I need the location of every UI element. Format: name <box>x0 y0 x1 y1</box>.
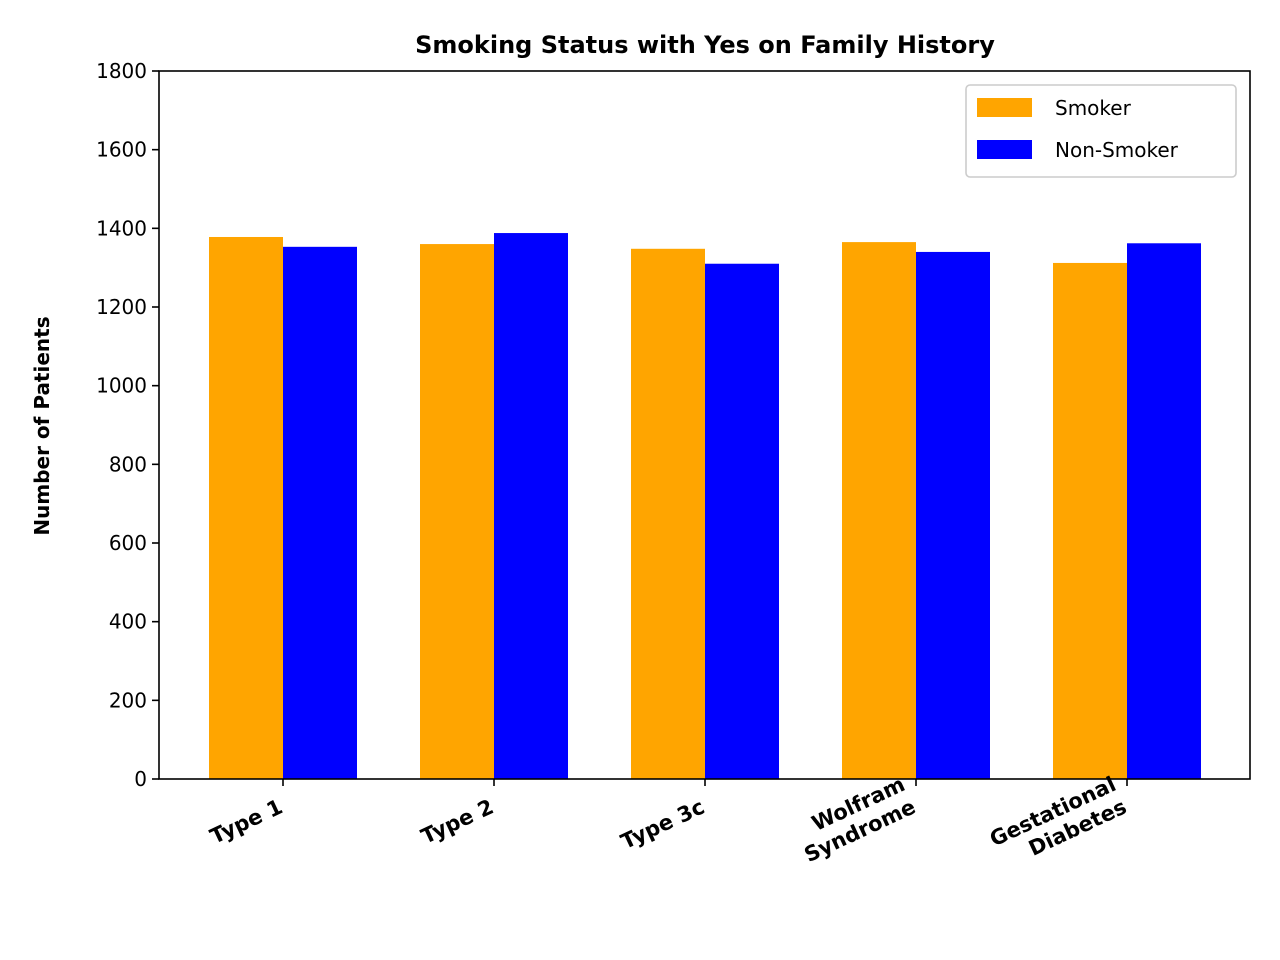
y-tick-label: 1800 <box>96 59 147 83</box>
plot-frame <box>158 70 1251 780</box>
bar-non-smoker-0 <box>283 246 357 779</box>
bar-non-smoker-4 <box>1127 243 1201 779</box>
legend-swatch-non-smoker <box>977 140 1032 159</box>
bar-smoker-1 <box>420 244 494 780</box>
y-axis-label: Number of Patients <box>30 316 54 535</box>
y-tick-label: 1400 <box>96 216 147 240</box>
x-tick-label-line: Type 3c <box>617 795 708 854</box>
chart-title: Smoking Status with Yes on Family Histor… <box>415 31 995 59</box>
x-tick-label-line: Type 2 <box>417 795 497 849</box>
bar-smoker-3 <box>842 242 916 780</box>
bar-non-smoker-2 <box>705 263 779 779</box>
y-tick-label: 800 <box>109 452 147 476</box>
y-tick-label: 200 <box>109 688 147 712</box>
bar-non-smoker-1 <box>494 233 568 779</box>
y-tick-label: 1600 <box>96 138 147 162</box>
y-axis: 0 200 400 600 800 1000 1200 1400 1600 1800 <box>96 59 159 791</box>
bar-non-smoker-3 <box>916 251 990 779</box>
y-tick-label: 1000 <box>96 374 147 398</box>
legend-label-smoker: Smoker <box>1055 96 1132 120</box>
x-tick-label-line: Type 1 <box>206 795 286 849</box>
y-tick-label: 600 <box>109 531 147 555</box>
y-tick-label: 0 <box>134 767 147 791</box>
legend-swatch-smoker <box>977 98 1032 117</box>
legend-label-non-smoker: Non-Smoker <box>1055 138 1179 162</box>
x-tick-label: Type 1 <box>206 795 286 849</box>
bar-smoker-0 <box>209 236 283 779</box>
x-tick-label: Type 3c <box>617 795 708 854</box>
legend-box <box>965 84 1237 178</box>
bar-smoker-4 <box>1053 262 1127 779</box>
y-tick-label: 400 <box>109 610 147 634</box>
x-tick-label: Type 2 <box>417 795 497 849</box>
bar-smoker-2 <box>631 248 705 779</box>
bars-group <box>209 233 1201 780</box>
y-tick-label: 1200 <box>96 295 147 319</box>
legend: Smoker Non-Smoker <box>965 84 1237 178</box>
